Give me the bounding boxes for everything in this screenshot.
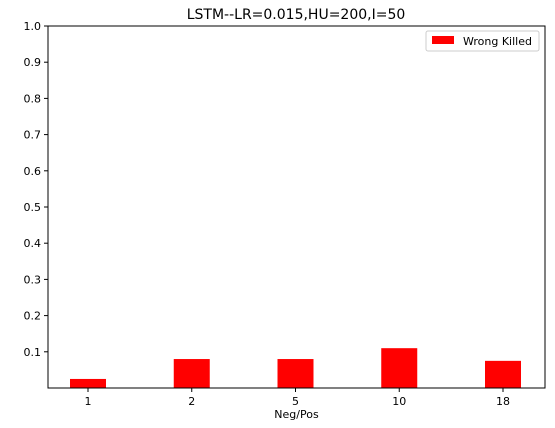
chart-title: LSTM--LR=0.015,HU=200,I=50 [187, 7, 406, 23]
bar-18 [485, 360, 521, 388]
x-tick-label: 18 [496, 395, 510, 408]
y-tick-label: 0.2 [24, 310, 42, 323]
y-axis: 0.1 0.2 0.3 0.4 0.5 0.6 0.7 0.8 0.9 1.0 [24, 20, 48, 359]
x-tick-label: 1 [85, 395, 92, 408]
bar-1 [70, 378, 106, 388]
x-tick-label: 5 [292, 395, 299, 408]
y-tick-label: 0.8 [24, 92, 42, 105]
legend-label: Wrong Killed [463, 35, 532, 48]
y-tick-label: 0.6 [24, 165, 42, 178]
y-tick-label: 1.0 [24, 20, 42, 33]
legend: Wrong Killed [425, 30, 540, 52]
x-axis: 1 2 5 10 18 [85, 388, 510, 408]
bar-5 [277, 359, 314, 388]
x-axis-label: Neg/Pos [274, 408, 319, 421]
bar-series [70, 348, 521, 388]
y-tick-label: 0.3 [24, 273, 42, 286]
y-tick-label: 0.9 [24, 56, 42, 69]
y-tick-label: 0.4 [24, 237, 42, 250]
x-tick-label: 10 [392, 395, 406, 408]
y-tick-label: 0.1 [24, 346, 42, 359]
bar-2 [173, 359, 210, 388]
legend-box [425, 30, 540, 52]
bar-10 [381, 348, 418, 388]
plot-frame [47, 25, 546, 389]
x-tick-label: 2 [188, 395, 195, 408]
legend-swatch [432, 36, 454, 44]
y-tick-label: 0.5 [24, 201, 42, 214]
y-tick-label: 0.7 [24, 129, 42, 142]
